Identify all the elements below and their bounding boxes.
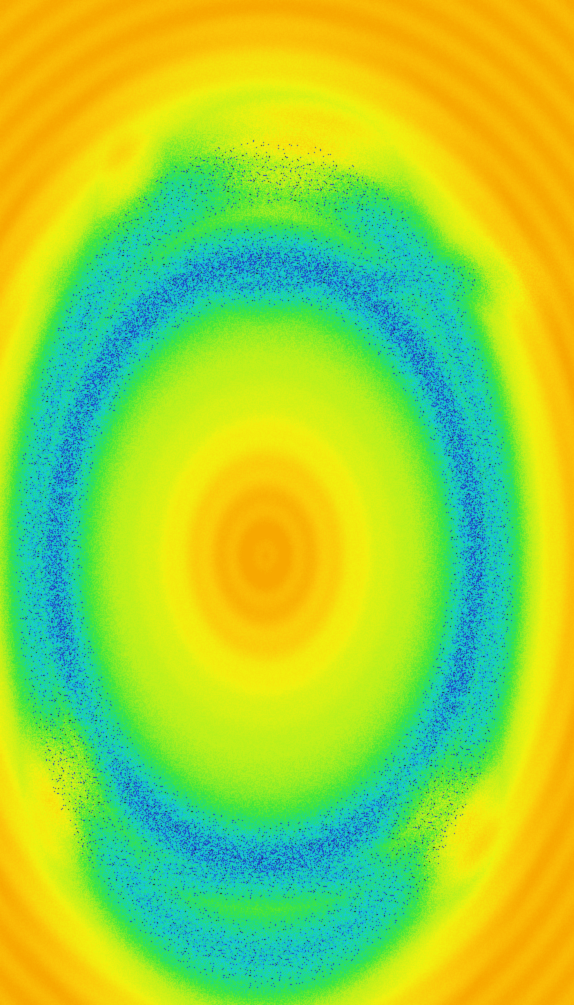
phase-portrait-image: [0, 0, 574, 1005]
image-frame: [0, 0, 574, 1005]
